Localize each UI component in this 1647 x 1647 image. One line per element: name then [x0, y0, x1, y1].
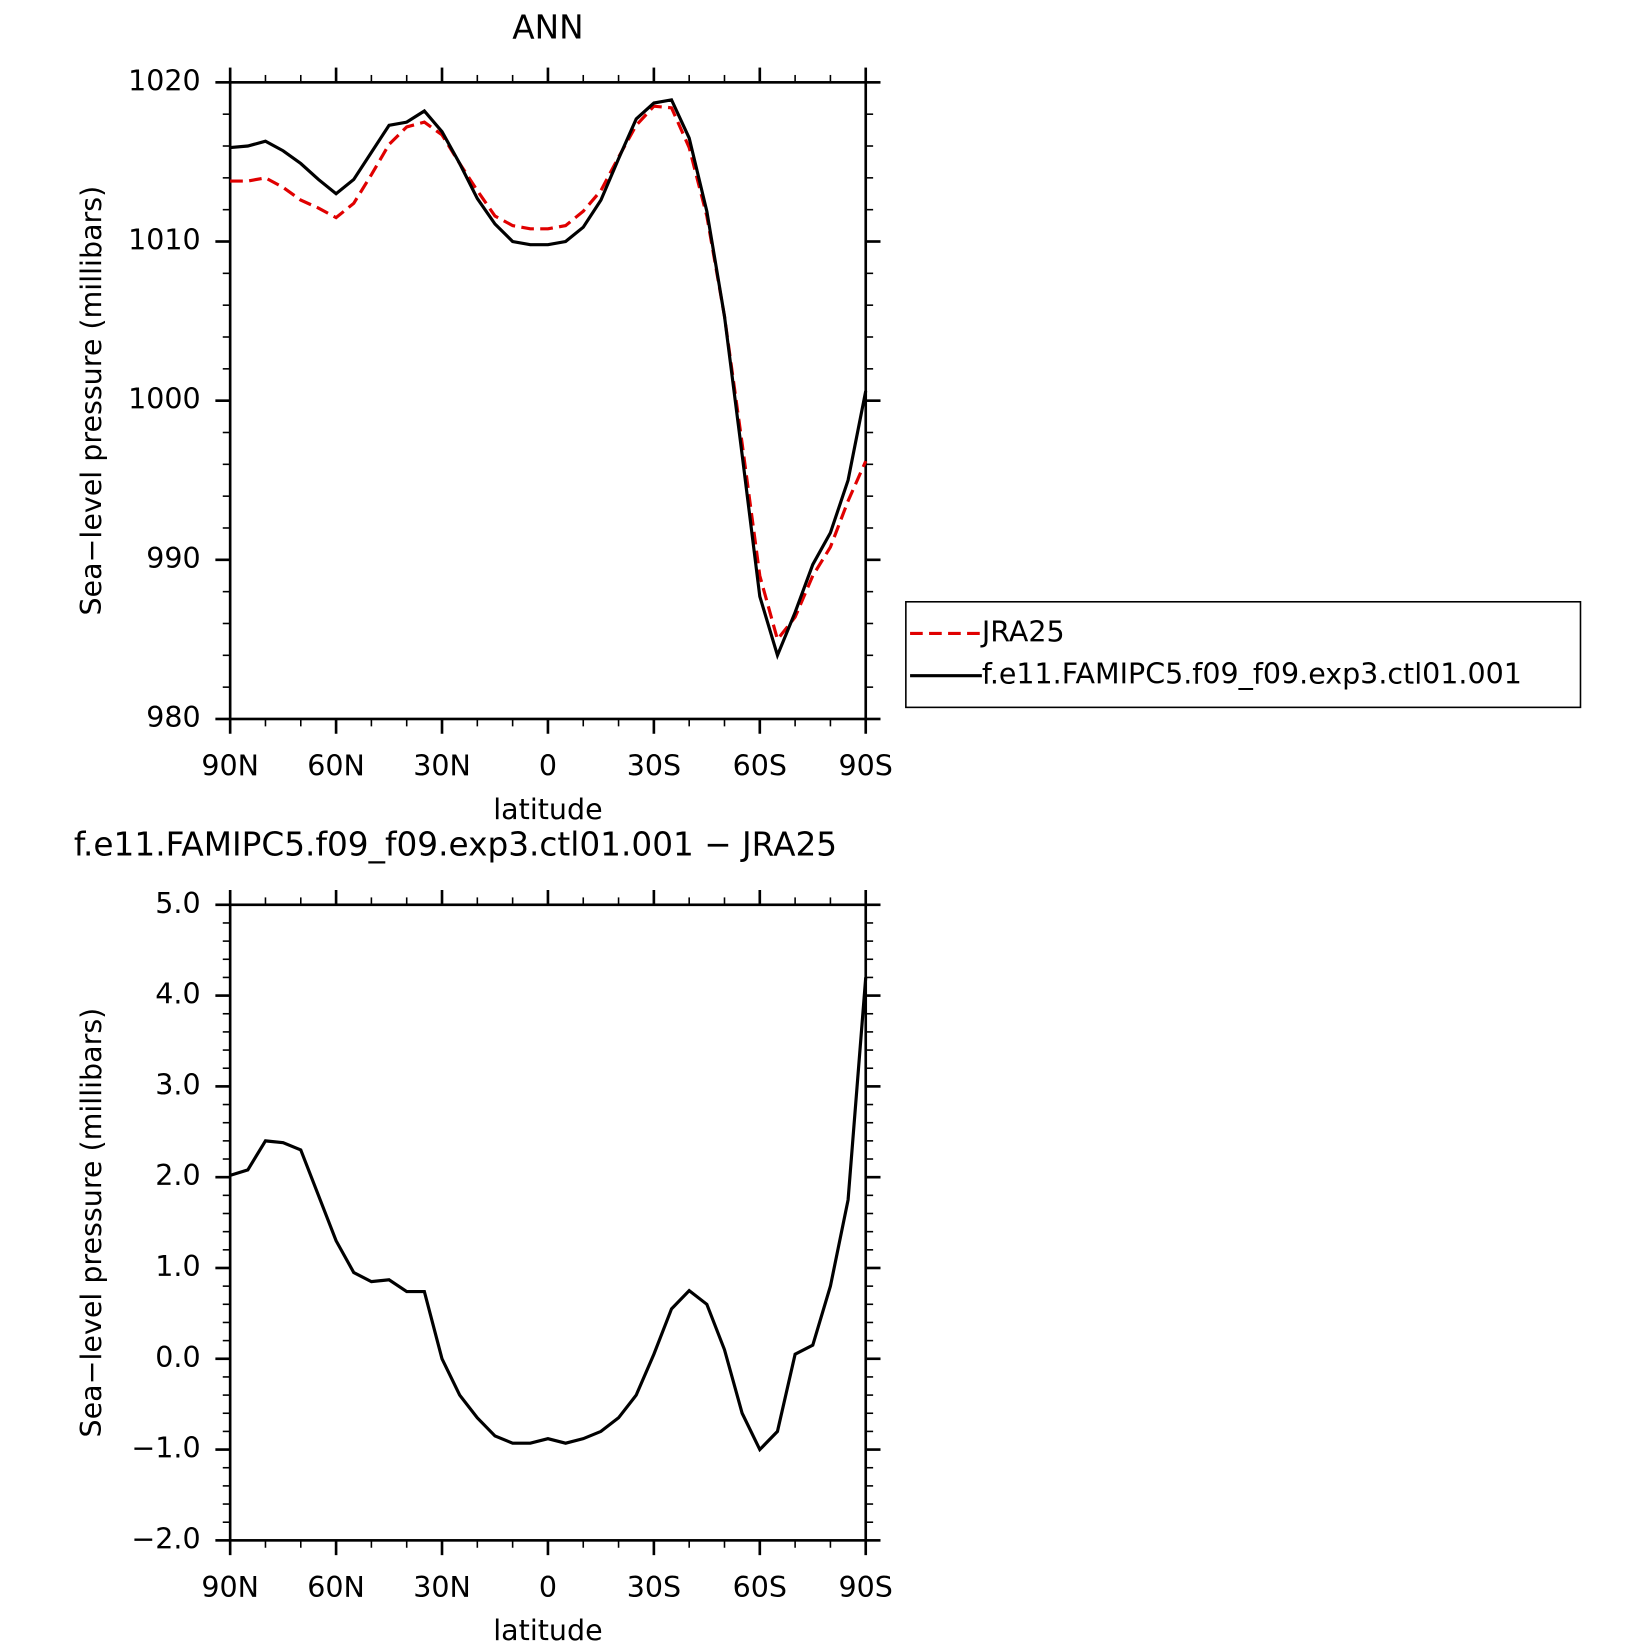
- y-tick-label: 1000: [128, 383, 201, 416]
- x-tick-label: 30N: [413, 750, 471, 783]
- x-tick-label: 0: [539, 750, 557, 783]
- y-axis-label: Sea−level pressure (millibars): [75, 186, 108, 616]
- legend-box: [905, 600, 1582, 709]
- chart-title: ANN: [512, 9, 583, 47]
- x-tick-label: 0: [539, 1571, 557, 1604]
- data-line: [230, 98, 868, 661]
- chart-title: f.e11.FAMIPC5.f09_f09.exp3.ctl01.001 − J…: [74, 826, 837, 864]
- x-tick-label: 30N: [413, 1571, 471, 1604]
- y-tick-label: 1020: [128, 64, 201, 97]
- y-tick-label: −1.0: [131, 1432, 200, 1465]
- x-axis-label: latitude: [493, 1614, 602, 1647]
- y-tick-label: 1.0: [155, 1250, 200, 1283]
- plot-frame: [228, 81, 868, 721]
- y-tick-label: 1010: [128, 224, 201, 257]
- data-line: [230, 104, 868, 643]
- x-tick-label: 60S: [733, 750, 787, 783]
- y-tick-label: 5.0: [155, 887, 200, 920]
- legend-label: f.e11.FAMIPC5.f09_f09.exp3.ctl01.001: [982, 658, 1522, 691]
- y-tick-label: 2.0: [155, 1159, 200, 1192]
- y-tick-label: 990: [146, 542, 200, 575]
- x-tick-label: 30S: [627, 1571, 681, 1604]
- plot-frame: [228, 903, 868, 1542]
- x-tick-label: 30S: [627, 750, 681, 783]
- y-tick-label: 980: [146, 701, 200, 734]
- x-tick-label: 90S: [839, 1571, 893, 1604]
- y-tick-label: 0.0: [155, 1341, 200, 1374]
- x-tick-label: 90S: [839, 750, 893, 783]
- legend-label: JRA25: [980, 615, 1065, 648]
- x-tick-label: 90N: [201, 750, 259, 783]
- x-tick-label: 60N: [307, 750, 365, 783]
- y-tick-label: 4.0: [155, 978, 200, 1011]
- x-tick-label: 90N: [201, 1571, 259, 1604]
- y-axis-label: Sea−level pressure (millibars): [75, 1008, 108, 1438]
- y-tick-label: 3.0: [155, 1068, 200, 1101]
- x-tick-label: 60N: [307, 1571, 365, 1604]
- x-tick-label: 60S: [733, 1571, 787, 1604]
- x-axis-label: latitude: [493, 793, 602, 826]
- y-tick-label: −2.0: [131, 1522, 200, 1555]
- data-line: [229, 977, 868, 1453]
